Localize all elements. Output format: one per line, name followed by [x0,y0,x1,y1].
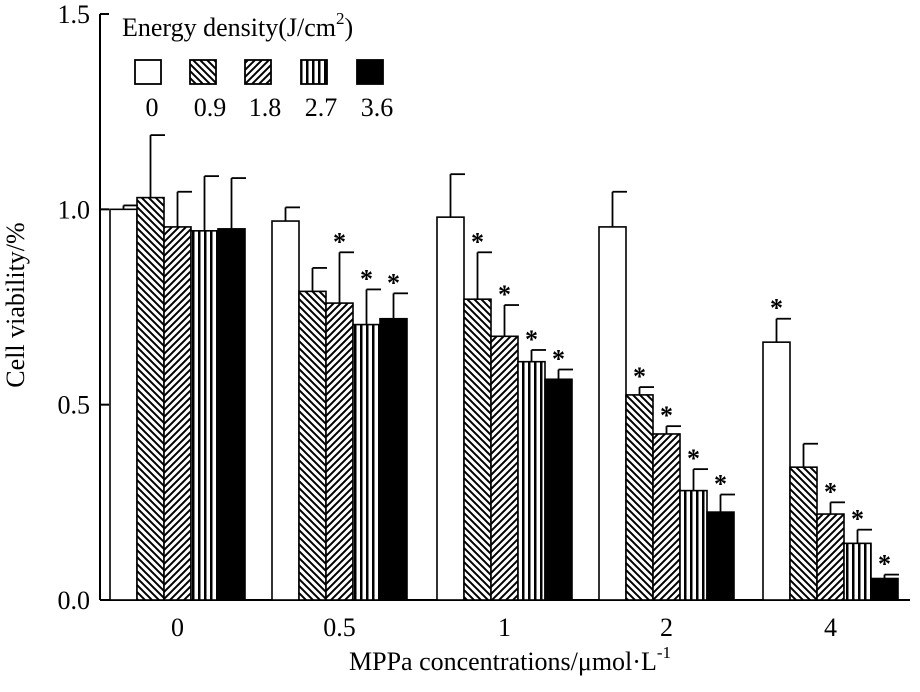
legend-label: 0 [146,93,159,122]
bar [870,577,899,601]
bar [463,298,492,601]
legend-label: 1.8 [249,93,282,122]
legend-title-text: Energy density(J/cm [122,13,336,42]
legend-label: 3.6 [361,93,394,122]
bar [762,341,791,601]
bar [190,230,219,601]
significance-star: * [687,444,700,473]
y-tick-label: 1.5 [58,0,91,29]
bar [298,290,327,601]
y-axis-title: Cell viability/% [1,222,30,387]
legend-swatch [300,59,328,85]
bar [379,317,408,601]
bar [544,378,573,601]
significance-star: * [360,264,373,293]
bar [706,511,735,601]
significance-star: * [714,470,727,499]
significance-star: * [770,294,783,323]
significance-star: * [633,362,646,391]
significance-star: * [333,227,346,256]
x-tick-label: 0 [171,613,184,642]
legend-items: 0 0.9 1.8 2.7 3.6 [134,59,394,122]
bar [352,323,381,601]
bar [843,542,872,601]
bar [490,335,519,601]
legend-swatch [134,59,162,85]
significance-star: * [471,227,484,256]
x-axis-title-text: MPPa concentrations/μmol·L [349,647,657,676]
bar [109,208,138,601]
x-tick-label: 4 [824,613,837,642]
y-tick-label: 0.0 [58,586,91,615]
bar [163,226,192,601]
significance-star: * [851,505,864,534]
y-tick-label: 0.5 [58,391,91,420]
bar [517,360,546,601]
error-bars [122,134,899,579]
significance-markers: * * * * * * * * * * * * * * * [333,227,891,578]
significance-star: * [498,280,511,309]
legend-swatch [244,59,272,85]
significance-star: * [525,325,538,354]
bar [652,433,681,601]
legend-swatch [356,59,384,85]
x-tick-label: 1 [498,613,511,642]
bar [136,196,165,601]
significance-star: * [878,550,891,579]
bar [271,220,300,601]
bar [436,216,465,601]
bar [625,394,654,601]
x-ticks: 0 0.5 1 2 4 [171,613,837,642]
bar [598,226,627,601]
bar [325,302,354,601]
legend: Energy density(J/cm2) 0 0.9 1.8 2.7 3.6 [122,9,393,122]
legend-title-superscript: 2 [336,9,345,28]
x-axis-title: MPPa concentrations/μmol·L-1 [349,643,671,676]
legend-swatch [189,59,217,85]
bar [217,228,246,601]
legend-label: 2.7 [305,93,338,122]
legend-title-suffix: ) [344,13,353,42]
y-ticks: 0.0 0.5 1.0 1.5 [58,0,109,615]
y-tick-label: 1.0 [58,195,91,224]
bar [679,489,708,601]
significance-star: * [552,345,565,374]
legend-label: 0.9 [194,93,227,122]
bars [109,196,899,601]
x-tick-label: 0.5 [323,613,356,642]
significance-star: * [824,477,837,506]
legend-title: Energy density(J/cm2) [122,9,353,42]
bar [816,513,845,601]
bar [789,466,818,601]
x-tick-label: 2 [660,613,673,642]
x-axis-title-superscript: -1 [657,643,671,662]
significance-star: * [387,268,400,297]
significance-star: * [660,401,673,430]
